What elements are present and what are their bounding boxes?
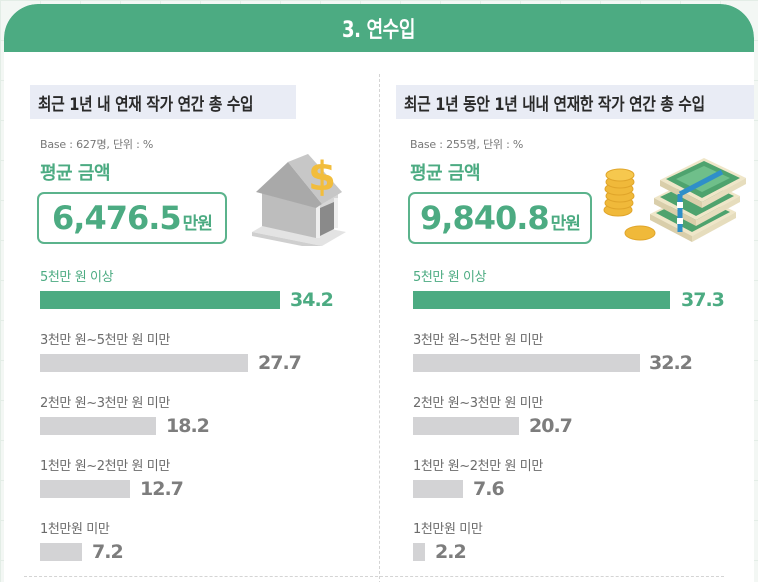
bar-value: 32.2 (649, 352, 693, 374)
bar (40, 354, 248, 372)
bar-value: 34.2 (290, 289, 334, 311)
income-card: 3. 연수입 최근 1년 내 연재 작가 연간 총 수입 Base : 627명… (4, 4, 754, 582)
average-unit: 만원 (182, 214, 213, 234)
bar-label: 1천만 원~2천만 원 미만 (40, 459, 170, 474)
average-value: 6,476.5 (52, 199, 182, 237)
bottom-divider (24, 576, 724, 577)
bar (40, 480, 130, 498)
bar-label: 5천만 원 이상 (413, 270, 487, 285)
bar (413, 480, 463, 498)
bar (413, 291, 670, 309)
bar-label: 3천만 원~5천만 원 미만 (413, 333, 543, 348)
base-note: Base : 627명, 단위 : % (40, 138, 154, 151)
bar-value: 20.7 (529, 415, 573, 437)
panel-subtitle: 최근 1년 동안 1년 내내 연재한 작가 연간 총 수입 (404, 94, 705, 115)
bar-label: 1천만원 미만 (413, 522, 483, 537)
panel-recent-year: 최근 1년 내 연재 작가 연간 총 수입 Base : 627명, 단위 : … (4, 52, 376, 582)
bar (40, 543, 82, 561)
bar-value: 27.7 (258, 352, 302, 374)
money-stack-coins-icon (603, 158, 746, 242)
bar-label: 1천만 원~2천만 원 미만 (413, 459, 543, 474)
bar (40, 291, 280, 309)
bar-label: 3천만 원~5천만 원 미만 (40, 333, 170, 348)
panel-divider (379, 74, 380, 582)
bar-label: 2천만 원~3천만 원 미만 (40, 396, 170, 411)
section-title: 3. 연수입 (342, 18, 416, 43)
panel-subtitle-box: 최근 1년 동안 1년 내내 연재한 작가 연간 총 수입 (396, 85, 754, 119)
bar (413, 543, 425, 561)
bar-label: 5천만 원 이상 (40, 270, 114, 285)
panel-subtitle: 최근 1년 내 연재 작가 연간 총 수입 (38, 94, 254, 115)
bar (413, 417, 519, 435)
bar-value: 2.2 (435, 541, 467, 563)
bar-label: 2천만 원~3천만 원 미만 (413, 396, 543, 411)
bar-value: 18.2 (166, 415, 210, 437)
bank-dollar-icon: $ (252, 154, 346, 246)
bar (40, 417, 156, 435)
average-value: 9,840.8 (420, 199, 550, 237)
average-label: 평균 금액 (40, 163, 111, 184)
bar-label: 1천만원 미만 (40, 522, 110, 537)
average-unit: 만원 (550, 214, 581, 234)
bar-value: 7.6 (473, 478, 505, 500)
average-label: 평균 금액 (410, 163, 481, 184)
panel-subtitle-box: 최근 1년 내 연재 작가 연간 총 수입 (30, 85, 297, 119)
panel-full-year: 최근 1년 동안 1년 내내 연재한 작가 연간 총 수입 Base : 255… (380, 52, 754, 582)
base-note: Base : 255명, 단위 : % (410, 138, 524, 151)
average-box: 6,476.5 만원 (37, 192, 227, 244)
bar-value: 37.3 (681, 289, 725, 311)
average-box: 9,840.8 만원 (408, 192, 592, 244)
bar (413, 354, 640, 372)
bar-value: 7.2 (92, 541, 124, 563)
bar-value: 12.7 (140, 478, 184, 500)
section-header: 3. 연수입 (4, 4, 754, 52)
svg-text:$: $ (308, 154, 336, 200)
